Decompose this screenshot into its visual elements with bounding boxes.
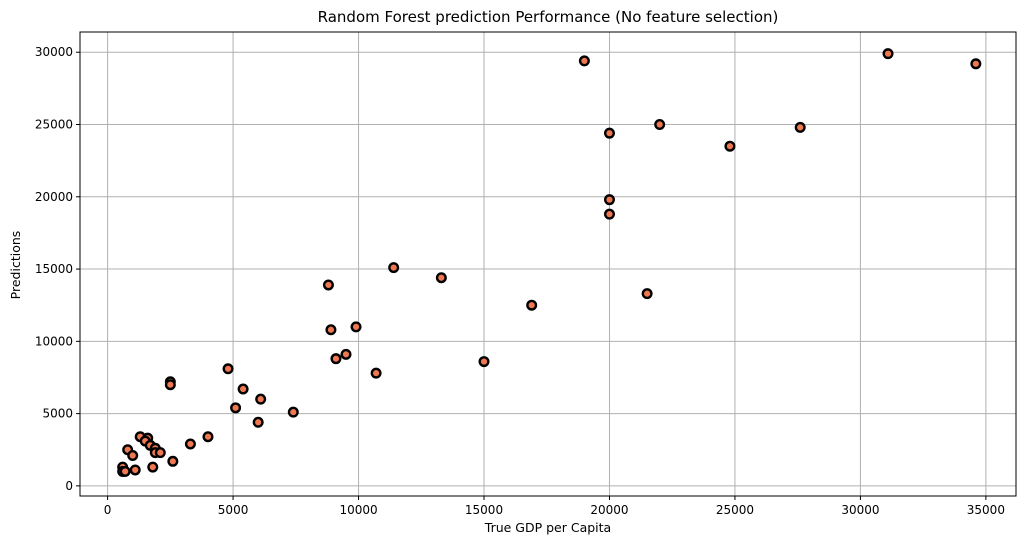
data-point (252, 416, 264, 428)
x-tick-label: 15000 (465, 503, 503, 517)
data-point (340, 348, 352, 360)
y-tick-label: 10000 (35, 334, 73, 348)
y-tick-label: 25000 (35, 118, 73, 132)
data-point (164, 379, 176, 391)
data-points (117, 48, 982, 477)
data-point (184, 438, 196, 450)
y-axis-label: Predictions (8, 231, 23, 300)
data-point (882, 48, 894, 60)
x-tick-label: 5000 (218, 503, 249, 517)
data-point (202, 431, 214, 443)
data-point (129, 464, 141, 476)
data-point (127, 450, 139, 462)
data-point (167, 455, 179, 467)
data-point (370, 367, 382, 379)
x-tick-label: 35000 (967, 503, 1005, 517)
y-tick-label: 15000 (35, 262, 73, 276)
data-point (147, 461, 159, 473)
plot-frame (79, 31, 1017, 497)
x-tick-label: 10000 (339, 503, 377, 517)
data-point (435, 272, 447, 284)
x-tick-label: 20000 (590, 503, 628, 517)
data-point (478, 356, 490, 368)
data-point (350, 321, 362, 333)
chart-title: Random Forest prediction Performance (No… (318, 8, 779, 26)
data-point (603, 208, 615, 220)
data-point (970, 58, 982, 70)
grid-lines (80, 32, 1016, 496)
x-tick-label: 30000 (841, 503, 879, 517)
data-point (603, 194, 615, 206)
axis-ticks: 0 5000 10000 15000 20000 25000 30000 35000 0 5000… (35, 45, 1005, 517)
data-point (322, 279, 334, 291)
data-point (119, 465, 131, 477)
y-tick-label: 0 (65, 479, 73, 493)
data-point (526, 299, 538, 311)
y-tick-label: 20000 (35, 190, 73, 204)
x-tick-label: 0 (104, 503, 112, 517)
data-point (325, 324, 337, 336)
y-tick-label: 30000 (35, 45, 73, 59)
data-point (154, 447, 166, 459)
data-point (388, 262, 400, 274)
data-point (603, 127, 615, 139)
data-point (237, 383, 249, 395)
data-point (255, 393, 267, 405)
x-tick-label: 25000 (716, 503, 754, 517)
data-point (641, 288, 653, 300)
x-axis-label: True GDP per Capita (484, 520, 611, 535)
data-point (287, 406, 299, 418)
data-point (724, 140, 736, 152)
data-point (794, 121, 806, 133)
data-point (578, 55, 590, 67)
data-point (230, 402, 242, 414)
data-point (654, 119, 666, 131)
data-point (330, 353, 342, 365)
data-point (222, 363, 234, 375)
y-tick-label: 5000 (42, 407, 73, 421)
